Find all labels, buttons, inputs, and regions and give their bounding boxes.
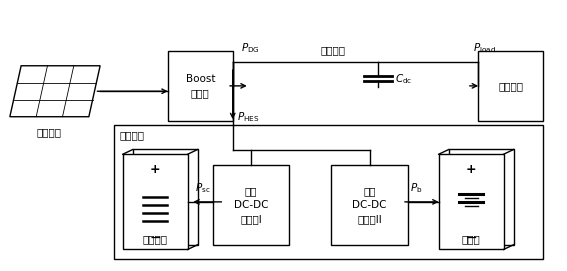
Bar <box>332 165 408 246</box>
Text: 光伏阵列: 光伏阵列 <box>37 127 62 137</box>
Bar <box>478 51 543 121</box>
Text: +: + <box>466 163 476 176</box>
Text: 混合储能: 混合储能 <box>120 130 145 140</box>
Bar <box>168 51 232 121</box>
Bar <box>213 165 289 246</box>
Text: 锂电池: 锂电池 <box>462 235 480 245</box>
Bar <box>439 154 503 250</box>
Bar <box>114 125 543 259</box>
Text: 双向
DC-DC
变换器II: 双向 DC-DC 变换器II <box>352 186 387 224</box>
Bar <box>449 149 514 245</box>
Text: $P_{\mathrm{load}}$: $P_{\mathrm{load}}$ <box>472 41 496 55</box>
Text: 超级电容: 超级电容 <box>143 235 168 245</box>
Text: Boost
变换器: Boost 变换器 <box>185 74 215 98</box>
Text: $P_{\mathrm{DG}}$: $P_{\mathrm{DG}}$ <box>241 41 260 55</box>
Text: 直流母线: 直流母线 <box>320 45 345 55</box>
Text: 双向
DC-DC
变换器I: 双向 DC-DC 变换器I <box>234 186 268 224</box>
Polygon shape <box>10 66 100 117</box>
Text: $C_{\mathrm{dc}}$: $C_{\mathrm{dc}}$ <box>395 72 412 86</box>
Text: 直流负荷: 直流负荷 <box>498 81 523 91</box>
Text: −: − <box>466 230 477 244</box>
Bar <box>133 149 198 245</box>
Bar <box>122 154 188 250</box>
Text: $P_{\mathrm{b}}$: $P_{\mathrm{b}}$ <box>411 181 423 195</box>
Text: −: − <box>149 230 161 244</box>
Text: $P_{\mathrm{sc}}$: $P_{\mathrm{sc}}$ <box>194 181 210 195</box>
Text: +: + <box>150 163 160 176</box>
Text: $P_{\mathrm{HES}}$: $P_{\mathrm{HES}}$ <box>237 110 260 124</box>
